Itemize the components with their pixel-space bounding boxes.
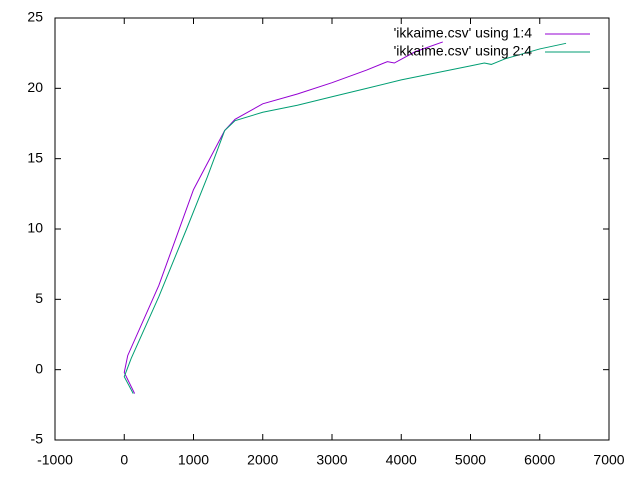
legend-label: 'ikkaime.csv' using 1:4 bbox=[394, 25, 533, 41]
x-tick-label: 3000 bbox=[316, 452, 347, 468]
y-tick-label: 20 bbox=[27, 79, 43, 95]
plot-frame bbox=[54, 17, 610, 441]
series-line bbox=[123, 42, 567, 394]
x-tick-label: 7000 bbox=[593, 452, 624, 468]
x-tick-label: 5000 bbox=[455, 452, 486, 468]
y-tick-label: 25 bbox=[27, 9, 43, 25]
series-line bbox=[123, 41, 443, 394]
y-tick-label: -5 bbox=[31, 431, 44, 447]
y-tick-label: 15 bbox=[27, 149, 43, 165]
x-tick-label: 4000 bbox=[386, 452, 417, 468]
x-tick-label: 2000 bbox=[247, 452, 278, 468]
x-tick-label: -1000 bbox=[37, 452, 73, 468]
x-tick-label: 6000 bbox=[524, 452, 555, 468]
y-tick-label: 10 bbox=[27, 220, 43, 236]
y-tick-label: 5 bbox=[35, 290, 43, 306]
x-tick-label: 1000 bbox=[178, 452, 209, 468]
y-tick-label: 0 bbox=[35, 360, 43, 376]
x-tick-label: 0 bbox=[120, 452, 128, 468]
legend-label: 'ikkaime.csv' using 2:4 bbox=[394, 43, 533, 59]
